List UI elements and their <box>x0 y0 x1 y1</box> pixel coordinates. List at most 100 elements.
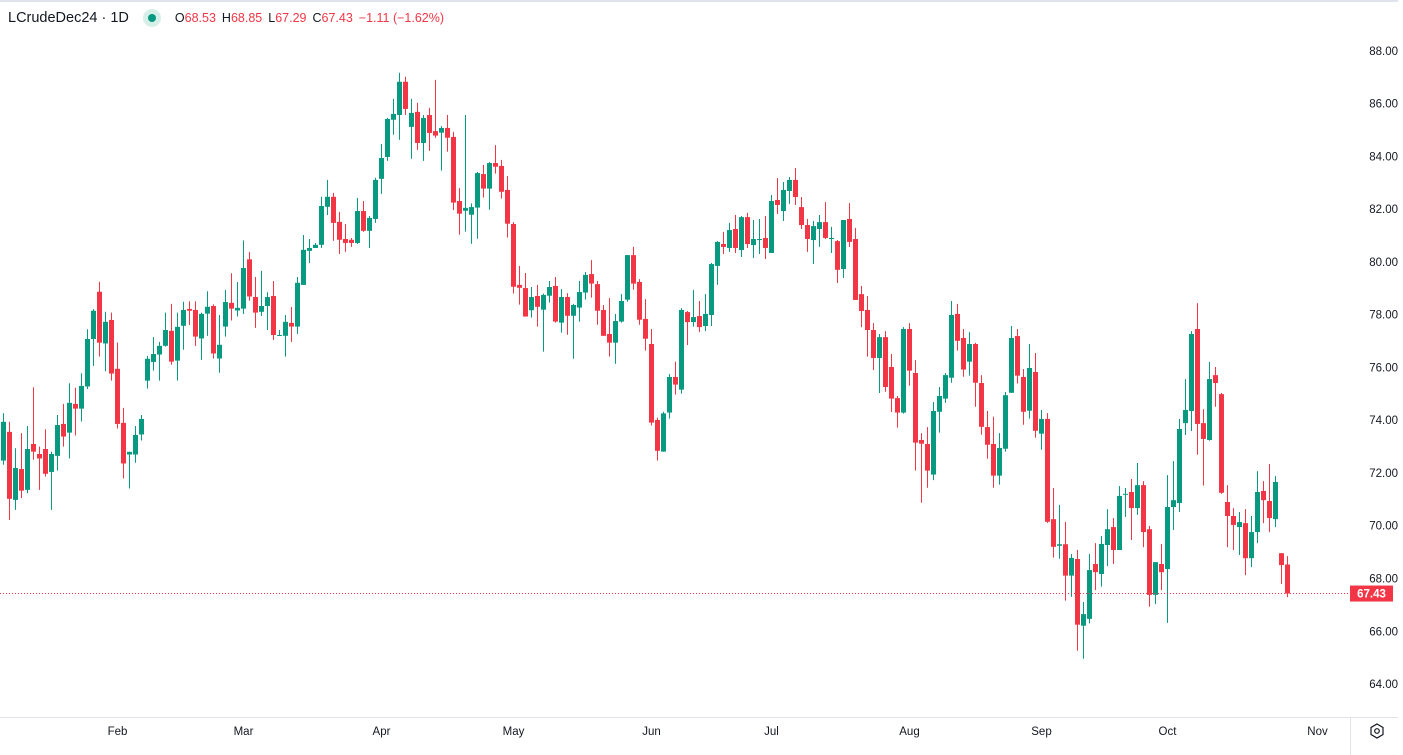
candle-body <box>847 218 852 242</box>
candle-body <box>787 179 792 191</box>
candle-body <box>841 220 846 270</box>
price-tick-label: 74.00 <box>1369 415 1398 427</box>
time-tick-label: Jul <box>764 726 779 738</box>
candle <box>1165 475 1170 623</box>
candle-body <box>535 295 540 307</box>
candle-body <box>649 343 654 423</box>
candle <box>829 226 834 253</box>
time-axis[interactable]: Feb Mar Apr May Jun Jul Aug Sep Oct Nov <box>0 717 1398 755</box>
candle-body <box>823 222 828 238</box>
candle-body <box>385 118 390 157</box>
candle-body <box>229 302 234 309</box>
price-tick-label: 68.00 <box>1369 574 1398 586</box>
candle-body <box>805 225 810 239</box>
candle-body <box>1189 333 1194 411</box>
candle-body <box>727 230 732 248</box>
candle-body <box>961 337 966 370</box>
candle-body <box>505 189 510 224</box>
candle <box>601 304 606 336</box>
candle <box>1243 509 1248 576</box>
symbol-title[interactable]: LCrudeDec24 · 1D <box>8 10 129 26</box>
candle <box>985 410 990 459</box>
candle <box>355 197 360 245</box>
candle <box>853 227 858 300</box>
candle <box>1237 512 1242 556</box>
price-axis[interactable]: 64.00 66.00 68.00 70.00 72.00 74.00 76.00 78.00… <box>1369 46 1398 691</box>
candle-body <box>733 228 738 248</box>
candle <box>91 309 96 366</box>
candle <box>1261 481 1266 524</box>
candle-body <box>541 294 546 310</box>
candle <box>331 192 336 241</box>
candle <box>1009 326 1014 393</box>
candle <box>847 203 852 247</box>
candle <box>181 301 186 350</box>
candle-body <box>907 328 912 371</box>
candle <box>481 164 486 198</box>
candle-body <box>427 115 432 133</box>
last-price-marker: 67.43 <box>0 585 1393 602</box>
candle <box>1021 369 1026 425</box>
candle <box>175 312 180 381</box>
price-tick-label: 82.00 <box>1369 204 1398 216</box>
candle-body <box>571 304 576 316</box>
candle-body <box>1081 614 1086 626</box>
market-status-icon <box>142 9 161 27</box>
candle <box>1099 536 1104 587</box>
candle-body <box>1195 328 1200 424</box>
candle <box>493 145 498 174</box>
candle-body <box>985 427 990 445</box>
candle-body <box>1 421 6 461</box>
candle-body <box>715 241 720 266</box>
candle-body <box>271 295 276 336</box>
candle-body <box>1267 500 1272 519</box>
candle <box>757 218 762 255</box>
candle-body <box>1087 570 1092 619</box>
candle <box>703 294 708 332</box>
candle <box>1147 526 1152 607</box>
settings-gear-icon[interactable] <box>1368 722 1386 740</box>
time-tick-label: Feb <box>108 726 128 738</box>
candle <box>247 251 252 301</box>
candle-body <box>811 226 816 241</box>
candle-body <box>1237 522 1242 528</box>
candle <box>361 201 366 232</box>
candle-body <box>547 287 552 296</box>
candle <box>115 342 120 429</box>
candle <box>1267 464 1272 533</box>
candle-body <box>205 306 210 314</box>
candle <box>97 281 102 357</box>
candle <box>1 413 6 465</box>
candle-body <box>1039 418 1044 434</box>
candle <box>163 312 168 347</box>
candle <box>223 289 228 337</box>
candle-body <box>835 241 840 270</box>
candle <box>1069 553 1074 597</box>
candle <box>727 222 732 252</box>
candle <box>463 115 468 232</box>
candle-body <box>337 221 342 240</box>
candle-body <box>211 306 216 354</box>
candle <box>739 216 744 257</box>
candle-body <box>859 294 864 312</box>
ohlc-change: −1.11 (−1.62%) <box>358 11 445 25</box>
candle-body <box>253 297 258 313</box>
candle-body <box>223 302 228 327</box>
candle <box>547 280 552 303</box>
candle <box>25 426 30 494</box>
candle <box>433 79 438 138</box>
candle <box>709 263 714 327</box>
candle <box>1015 328 1020 384</box>
candle-body <box>1207 379 1212 441</box>
candle-body <box>247 259 252 297</box>
candle <box>559 289 564 333</box>
candle-body <box>1093 563 1098 573</box>
candle-body <box>925 443 930 471</box>
candle-body <box>343 239 348 243</box>
candle-body <box>1171 500 1176 508</box>
candle-body <box>151 354 156 362</box>
candle <box>865 295 870 357</box>
open-value: 68.53 <box>184 11 216 25</box>
candle <box>805 218 810 252</box>
